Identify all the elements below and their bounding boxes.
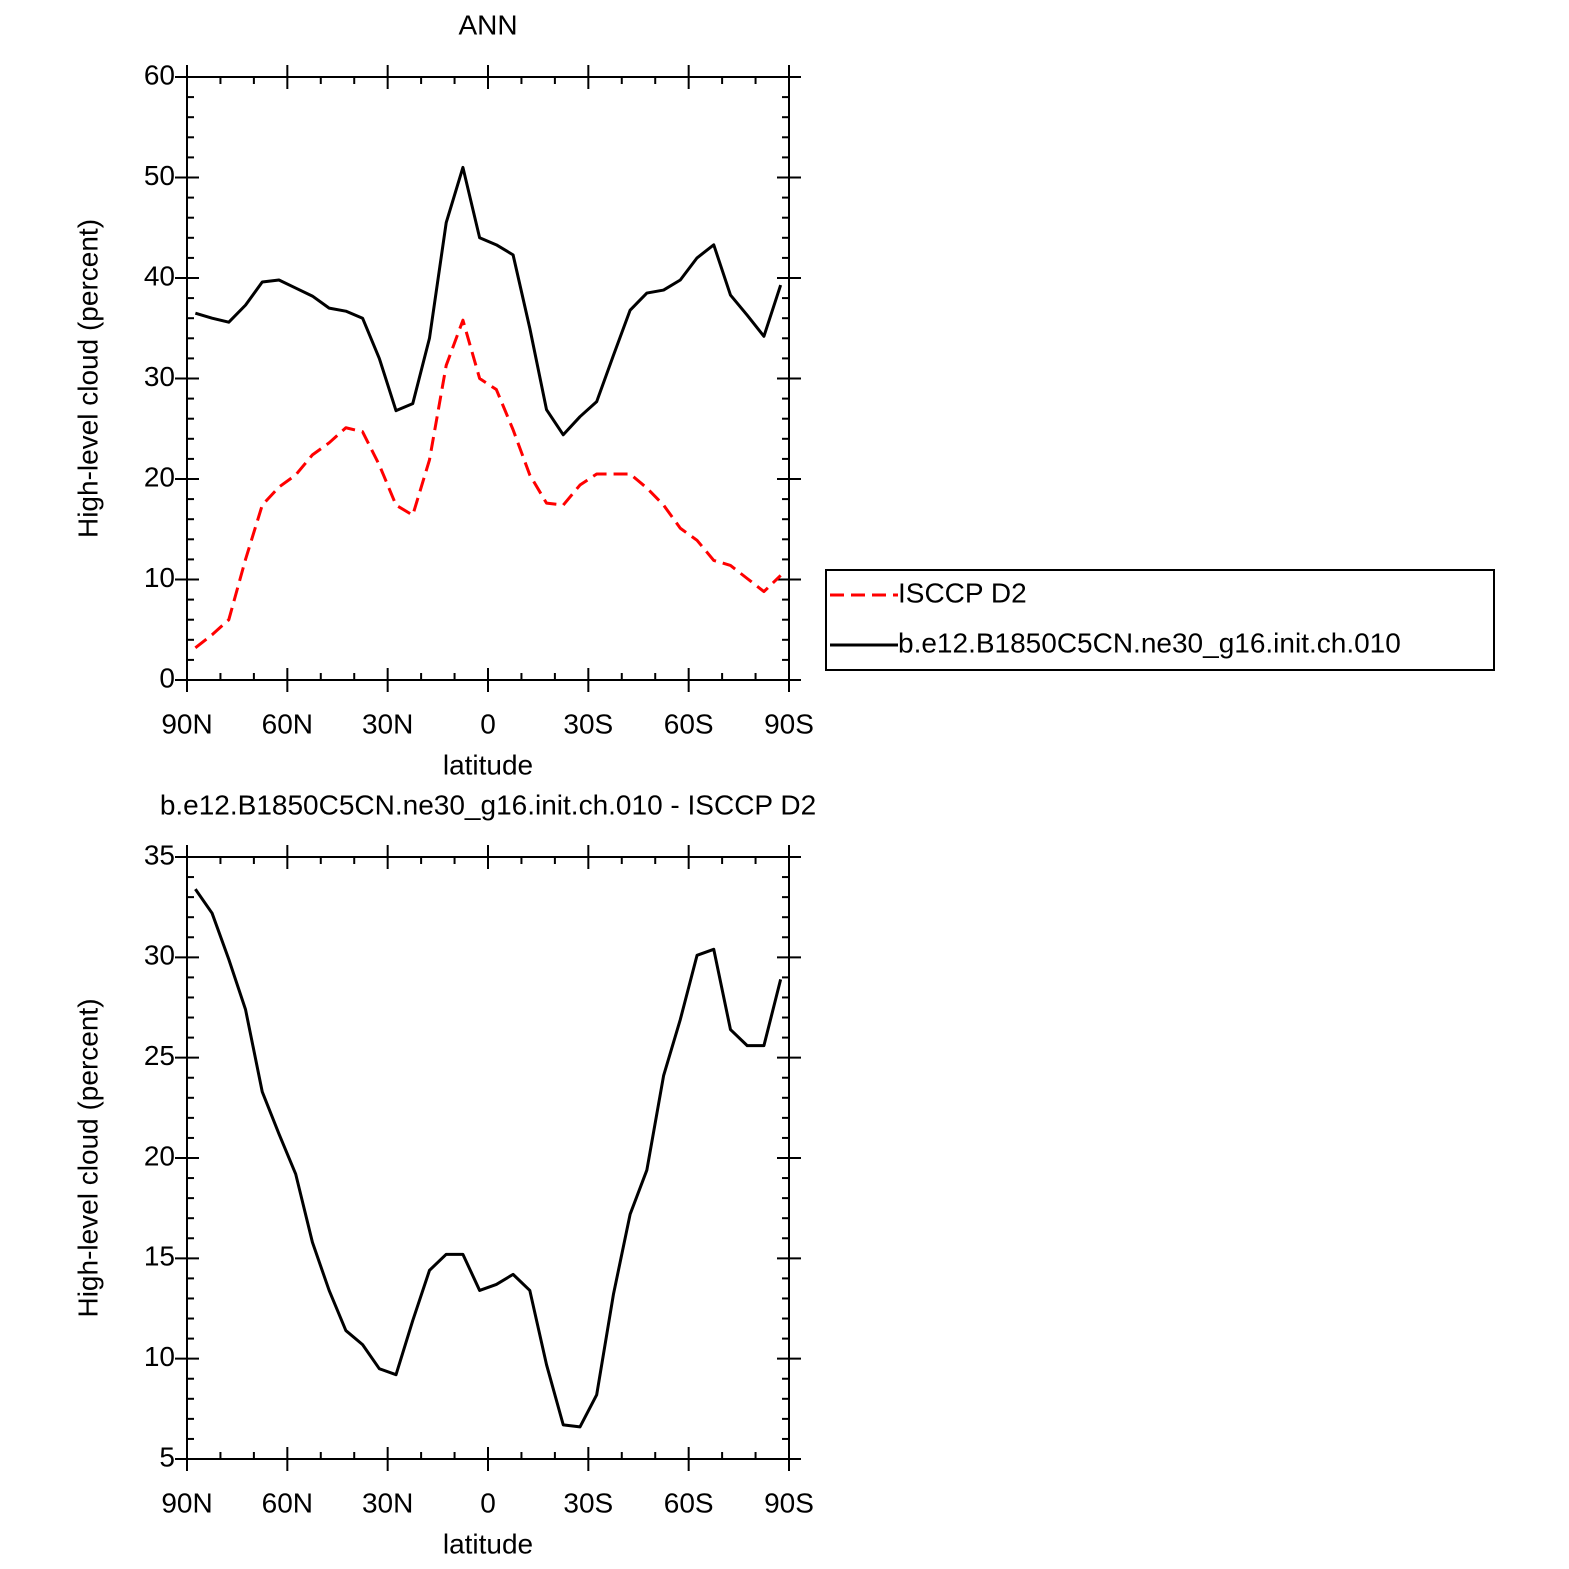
x-tick-label: 90S	[764, 708, 814, 739]
y-tick-label: 0	[159, 662, 175, 693]
y-tick-label: 10	[144, 1341, 175, 1372]
y-tick-label: 50	[144, 160, 175, 191]
chart-title: ANN	[458, 9, 517, 40]
x-tick-label: 60N	[262, 708, 313, 739]
x-tick-label: 60N	[262, 1487, 313, 1518]
y-axis-label: High-level cloud (percent)	[72, 998, 103, 1317]
x-tick-label: 90N	[161, 1487, 212, 1518]
y-axis-label: High-level cloud (percent)	[72, 219, 103, 538]
chart-panel: b.e12.B1850C5CN.ne30_g16.init.ch.010 - I…	[72, 789, 816, 1559]
x-tick-label: 30S	[563, 708, 613, 739]
plot-frame	[186, 76, 790, 681]
x-tick-label: 0	[480, 708, 496, 739]
y-tick-label: 30	[144, 361, 175, 392]
x-tick-label: 90N	[161, 708, 212, 739]
x-tick-label: 60S	[664, 708, 714, 739]
y-tick-label: 5	[159, 1441, 175, 1472]
x-axis-label: latitude	[443, 1528, 533, 1559]
legend-label: b.e12.B1850C5CN.ne30_g16.init.ch.010	[898, 627, 1401, 658]
data-line	[194, 318, 782, 650]
x-tick-label: 30N	[362, 708, 413, 739]
y-tick-label: 25	[144, 1040, 175, 1071]
x-axis-label: latitude	[443, 749, 533, 780]
x-tick-label: 30N	[362, 1487, 413, 1518]
y-tick-label: 10	[144, 562, 175, 593]
x-tick-label: 30S	[563, 1487, 613, 1518]
legend-label: ISCCP D2	[898, 577, 1027, 608]
x-tick-label: 60S	[664, 1487, 714, 1518]
data-line	[194, 888, 783, 1429]
y-tick-label: 15	[144, 1241, 175, 1272]
x-tick-label: 0	[480, 1487, 496, 1518]
x-tick-label: 90S	[764, 1487, 814, 1518]
chart-title: b.e12.B1850C5CN.ne30_g16.init.ch.010 - I…	[160, 789, 816, 820]
y-tick-label: 20	[144, 461, 175, 492]
chart-panel: ANN latitude High-level cloud (percent) 0 10…	[72, 9, 1495, 780]
y-tick-label: 60	[144, 59, 175, 90]
y-tick-label: 40	[144, 260, 175, 291]
y-tick-label: 35	[144, 839, 175, 870]
plot-frame	[186, 856, 790, 1460]
data-line	[194, 165, 783, 437]
y-tick-label: 30	[144, 940, 175, 971]
y-tick-label: 20	[144, 1140, 175, 1171]
legend-box	[825, 569, 1495, 671]
